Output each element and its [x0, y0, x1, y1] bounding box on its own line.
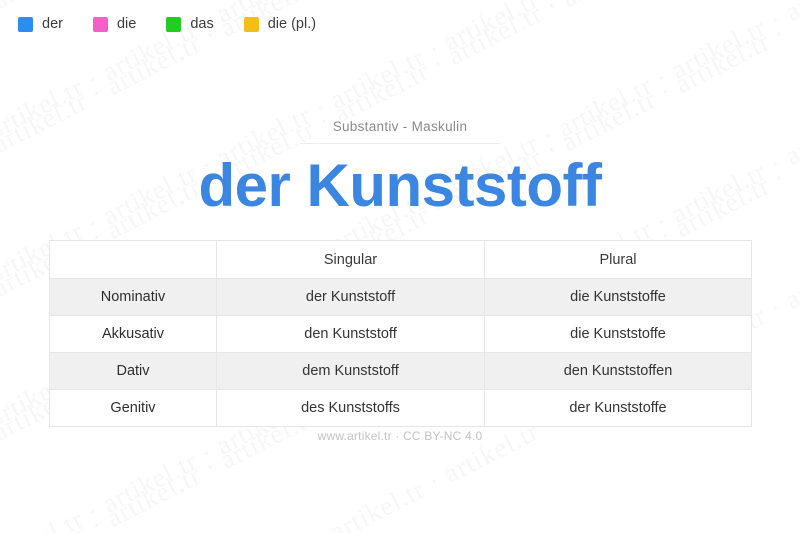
legend-item-die: die [92, 16, 137, 33]
table-row: Dativ dem Kunststoff den Kunststoffen [49, 352, 752, 390]
cell-dativ-singular: dem Kunststoff [216, 352, 485, 390]
cell-akkusativ-plural: die Kunststoffe [484, 315, 752, 353]
legend-label-der: der [42, 16, 63, 33]
word-category-wrap: Substantiv - Maskulin [0, 118, 800, 148]
case-label-nominativ: Nominativ [49, 278, 217, 316]
case-label-genitiv: Genitiv [49, 389, 217, 427]
footer-attribution: www.artikel.tr · CC BY-NC 4.0 [317, 429, 483, 443]
legend-label-die-plural: die (pl.) [267, 16, 317, 33]
cell-akkusativ-singular: den Kunststoff [216, 315, 485, 353]
column-header-singular: Singular [216, 240, 485, 279]
cell-nominativ-plural: die Kunststoffe [484, 278, 752, 316]
color-swatch-pink-icon [92, 17, 108, 32]
legend-label-das: das [190, 16, 214, 33]
color-swatch-green-icon [166, 17, 182, 32]
table-body: Nominativ der Kunststoff die Kunststoffe… [49, 278, 752, 427]
legend-label-die: die [116, 16, 137, 33]
article-color-legend: der die das die (pl.) [18, 17, 346, 32]
cell-genitiv-plural: der Kunststoffe [484, 389, 752, 427]
case-label-akkusativ: Akkusativ [49, 315, 217, 353]
color-swatch-blue-icon [18, 17, 33, 32]
column-header-plural: Plural [484, 240, 752, 279]
cell-dativ-plural: den Kunststoffen [484, 352, 752, 390]
table-head: Singular Plural [49, 240, 752, 279]
cell-nominativ-singular: der Kunststoff [216, 278, 485, 316]
table-row: Akkusativ den Kunststoff die Kunststoffe [49, 315, 752, 353]
legend-item-der: der [18, 17, 63, 32]
word-category: Substantiv - Maskulin [332, 119, 468, 134]
legend-item-die-plural: die (pl.) [243, 16, 317, 33]
table-header-row: Singular Plural [49, 240, 752, 279]
page-title: der Kunststoff [198, 152, 602, 219]
header-divider [300, 143, 500, 144]
cell-genitiv-singular: des Kunststoffs [216, 389, 485, 427]
legend-item-das: das [166, 16, 214, 33]
declension-table: Singular Plural Nominativ der Kunststoff… [49, 240, 752, 427]
case-label-dativ: Dativ [49, 352, 217, 390]
column-header-case [49, 240, 217, 279]
table-row: Nominativ der Kunststoff die Kunststoffe [49, 278, 752, 316]
table-row: Genitiv des Kunststoffs der Kunststoffe [49, 389, 752, 427]
color-swatch-yellow-icon [243, 17, 259, 32]
